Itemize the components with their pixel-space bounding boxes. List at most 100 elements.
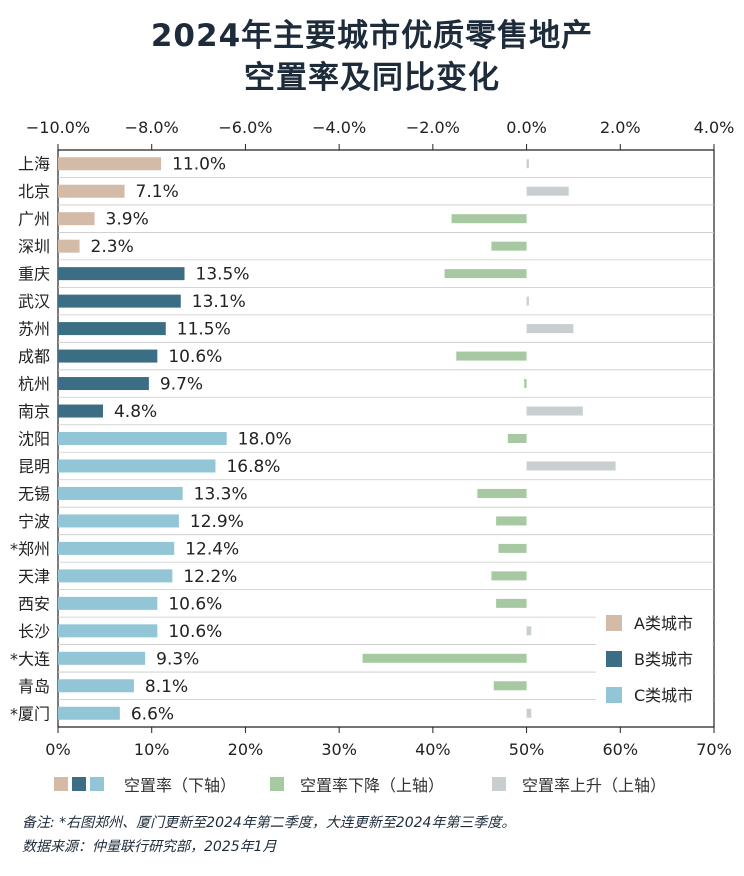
bottom-legend: 空置率（下轴） 空置率下降（上轴） 空置率上升（上轴） xyxy=(0,772,744,798)
city-label: 青岛 xyxy=(18,677,50,696)
legend-vacancy-label: 空置率（下轴） xyxy=(124,776,237,795)
vacancy-data-label: 10.6% xyxy=(168,594,222,614)
bottom-axis-tick-label: 30% xyxy=(321,740,357,759)
group-legend-label: B类城市 xyxy=(634,650,693,669)
city-label: 长沙 xyxy=(18,622,50,641)
change-bar xyxy=(526,186,569,196)
vacancy-data-label: 18.0% xyxy=(238,430,292,450)
legend-swatch-decline xyxy=(270,777,284,791)
vacancy-data-label: 9.3% xyxy=(156,649,199,669)
change-bar xyxy=(526,159,529,169)
change-bar xyxy=(526,708,532,718)
change-bar xyxy=(493,681,527,691)
change-bar xyxy=(526,461,616,471)
vacancy-bar xyxy=(58,184,125,198)
change-bar xyxy=(477,488,527,498)
change-bar xyxy=(456,351,527,361)
bottom-axis-tick-label: 20% xyxy=(228,740,264,759)
vacancy-bar xyxy=(58,459,216,473)
vacancy-bar xyxy=(58,624,158,638)
change-bar xyxy=(496,516,527,526)
vacancy-bar xyxy=(58,294,181,308)
vacancy-bar xyxy=(58,596,158,610)
vacancy-data-label: 16.8% xyxy=(226,457,280,477)
vacancy-bar xyxy=(58,679,134,693)
city-label: 重庆 xyxy=(18,265,50,284)
change-bar xyxy=(444,269,527,279)
legend-swatch-b xyxy=(72,777,86,791)
chart-title-line2: 空置率及同比变化 xyxy=(244,60,500,96)
vacancy-data-label: 11.5% xyxy=(177,320,231,340)
bottom-axis-tick-label: 60% xyxy=(603,740,639,759)
vacancy-data-label: 9.7% xyxy=(160,375,203,395)
vacancy-bar xyxy=(58,212,95,226)
change-bar xyxy=(507,434,527,443)
footnote: 备注: *右图郑州、厦门更新至2024年第二季度，大连更新至2024年第三季度。 xyxy=(22,815,516,831)
city-label: 西安 xyxy=(18,594,50,613)
legend-vacancy: 空置率（下轴） xyxy=(54,772,236,796)
city-label: 武汉 xyxy=(18,292,50,311)
change-bar xyxy=(496,598,527,608)
top-axis-tick-label: −8.0% xyxy=(125,118,179,137)
city-label: 沈阳 xyxy=(18,430,50,449)
top-axis-tick-label: 2.0% xyxy=(600,118,641,137)
vacancy-bar xyxy=(58,432,227,445)
vacancy-bar xyxy=(58,486,183,500)
group-legend-swatch xyxy=(606,615,622,631)
vacancy-bar xyxy=(58,541,175,555)
top-axis-tick-label: −10.0% xyxy=(26,118,90,137)
city-label: 无锡 xyxy=(18,484,50,503)
vacancy-bar xyxy=(58,706,120,720)
group-legend-swatch xyxy=(606,687,622,703)
city-label: 广州 xyxy=(18,210,50,229)
legend-swatch-rise xyxy=(492,777,506,791)
city-label: 上海 xyxy=(18,155,50,174)
change-bar xyxy=(491,241,527,251)
change-bar xyxy=(524,379,527,389)
vacancy-data-label: 3.9% xyxy=(106,210,149,230)
legend-rise: 空置率上升（上轴） xyxy=(492,772,666,796)
vacancy-data-label: 13.1% xyxy=(192,292,246,312)
top-axis-tick-label: 4.0% xyxy=(694,118,735,137)
bottom-axis-tick-label: 0% xyxy=(45,740,70,759)
bottom-axis-tick-label: 50% xyxy=(509,740,545,759)
city-label: 昆明 xyxy=(18,457,50,476)
top-axis-tick-label: −2.0% xyxy=(406,118,460,137)
city-label: *郑州 xyxy=(10,539,50,558)
group-legend-label: A类城市 xyxy=(634,614,693,633)
city-label: *大连 xyxy=(10,649,50,668)
vacancy-data-label: 6.6% xyxy=(131,704,174,724)
vacancy-data-label: 10.6% xyxy=(168,622,222,642)
city-label: 苏州 xyxy=(18,320,50,339)
vacancy-bar xyxy=(58,267,185,281)
vacancy-data-label: 13.5% xyxy=(196,265,250,285)
vacancy-data-label: 2.3% xyxy=(91,237,134,257)
change-bar xyxy=(526,324,574,334)
legend-swatch-c xyxy=(90,777,104,791)
group-legend-label: C类城市 xyxy=(634,686,693,705)
city-label: 深圳 xyxy=(18,237,50,256)
vacancy-data-label: 4.8% xyxy=(114,402,157,422)
vacancy-bar xyxy=(58,651,146,665)
vacancy-bar xyxy=(58,349,158,363)
vacancy-data-label: 8.1% xyxy=(145,677,188,697)
vacancy-bar xyxy=(58,322,166,336)
vacancy-bar xyxy=(58,239,80,253)
vacancy-data-label: 10.6% xyxy=(168,347,222,367)
top-axis-tick-label: −6.0% xyxy=(218,118,272,137)
vacancy-data-label: 12.9% xyxy=(190,512,244,532)
vacancy-bar xyxy=(58,569,173,583)
source-note: 数据来源：仲量联行研究部，2025年1月 xyxy=(22,839,277,855)
vacancy-data-label: 11.0% xyxy=(172,155,226,175)
change-bar xyxy=(498,543,527,553)
bottom-axis-tick-label: 40% xyxy=(415,740,451,759)
legend-decline: 空置率下降（上轴） xyxy=(270,772,444,796)
vacancy-data-label: 7.1% xyxy=(136,182,179,202)
city-label: 杭州 xyxy=(18,375,50,394)
top-axis-tick-label: 0.0% xyxy=(506,118,547,137)
change-bar xyxy=(526,296,529,306)
city-label: *厦门 xyxy=(10,704,50,723)
change-bar xyxy=(526,626,532,636)
city-label: 成都 xyxy=(18,347,50,366)
